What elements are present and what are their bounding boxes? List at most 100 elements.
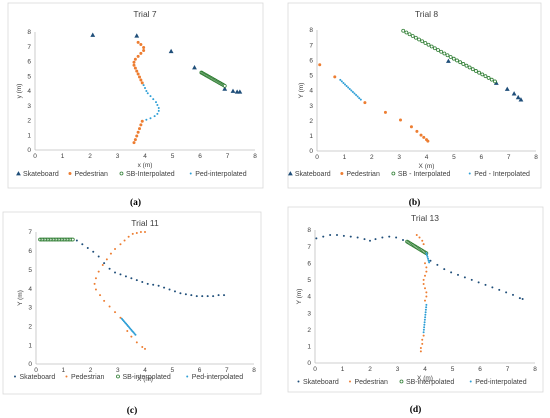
data-point: [173, 290, 176, 293]
series-skateboard: [315, 233, 524, 300]
series-pedestrian: [415, 233, 428, 353]
data-point: [415, 129, 419, 133]
data-point: [351, 91, 354, 94]
data-point: [93, 282, 96, 285]
y-tick-label: 5: [309, 73, 313, 80]
data-point: [422, 334, 425, 337]
data-point: [342, 234, 345, 237]
data-point: [132, 141, 136, 145]
y-tick-label: 2: [309, 118, 313, 125]
data-point: [515, 94, 521, 100]
legend-marker: [119, 171, 124, 176]
data-point: [190, 294, 193, 297]
chart-panel-3: Trial 11 0 1 2 3 4 5 6 7 8 0 1 2 3 4 5 6 7 X (m) Y (m) Skate…: [2, 211, 262, 416]
data-point: [97, 270, 100, 273]
legend-marker: [65, 375, 68, 378]
legend-label: SB-Interpolated: [126, 171, 175, 178]
data-point: [336, 233, 338, 236]
x-tick-label: 6: [479, 154, 483, 161]
data-point: [424, 311, 427, 314]
data-point: [124, 275, 127, 278]
legend-label: Ped-interpolated: [475, 379, 526, 386]
x-tick-label: 7: [226, 153, 230, 160]
data-point: [457, 273, 459, 276]
data-point: [355, 94, 358, 97]
data-point: [86, 247, 89, 250]
data-point: [212, 295, 215, 298]
data-point: [474, 69, 478, 73]
data-point: [140, 119, 144, 123]
data-point: [141, 280, 144, 283]
x-tick-label: 0: [315, 154, 319, 161]
data-point: [142, 48, 146, 52]
legend-label: Pedestrian: [354, 379, 388, 386]
data-point: [407, 32, 412, 37]
x-tick-label: 7: [225, 367, 229, 374]
legend-label: Skateboard: [295, 171, 331, 178]
data-point: [423, 321, 426, 324]
data-point: [168, 288, 171, 291]
data-point: [146, 92, 149, 95]
data-point: [141, 346, 144, 349]
data-point: [439, 49, 444, 54]
data-point: [369, 239, 371, 242]
data-point: [395, 236, 398, 239]
data-point: [217, 294, 220, 297]
data-point: [429, 44, 434, 49]
legend-label: Pedestrian: [74, 171, 108, 178]
y-tick-label: 5: [307, 277, 311, 284]
series-skateboard: [75, 239, 226, 298]
x-tick-label: 4: [143, 153, 147, 160]
data-point: [201, 295, 204, 298]
data-point: [132, 60, 136, 64]
x-axis-label: x (m): [138, 162, 153, 169]
data-point: [518, 97, 524, 102]
chart-frame: [7, 2, 264, 189]
data-point: [427, 259, 430, 262]
series-ped_interp: [120, 317, 137, 336]
data-point: [388, 235, 391, 238]
data-point: [518, 297, 521, 300]
data-point: [421, 338, 424, 341]
chart-title: Trial 11: [131, 218, 159, 228]
x-tick-label: 8: [253, 153, 257, 160]
chart-panel-2: Trial 8 0 1 2 3 4 5 6 7 8 0 1 2 3 4 5 6 7 8 X (m) Y (m) Skate…: [287, 2, 542, 208]
x-tick-label: 5: [451, 366, 455, 373]
data-point: [448, 55, 453, 59]
y-tick-label: 8: [27, 29, 31, 36]
data-point: [410, 34, 415, 38]
y-tick-label: 5: [27, 73, 31, 80]
chart-frame: [287, 206, 544, 393]
data-point: [349, 235, 352, 238]
panel-caption: (a): [130, 197, 141, 208]
data-point: [109, 252, 112, 255]
x-tick-label: 5: [171, 153, 175, 160]
x-tick-label: 8: [533, 366, 537, 373]
data-point: [135, 69, 139, 73]
data-point: [374, 238, 377, 241]
data-point: [223, 294, 226, 297]
y-tick-label: 0: [309, 148, 313, 155]
data-point: [424, 274, 426, 277]
data-point: [423, 41, 428, 45]
data-point: [421, 342, 424, 345]
data-point: [195, 295, 198, 298]
data-point: [417, 37, 421, 42]
data-point: [152, 283, 155, 286]
data-point: [132, 63, 136, 67]
y-tick-label: 4: [309, 88, 313, 95]
data-point: [425, 303, 428, 306]
data-point: [359, 98, 362, 101]
data-point: [422, 331, 425, 334]
y-tick-label: 6: [307, 260, 311, 267]
x-tick-label: 3: [116, 153, 120, 160]
data-point: [470, 278, 473, 281]
data-point: [353, 92, 356, 95]
data-point: [426, 139, 430, 143]
y-tick-label: 1: [27, 132, 31, 139]
data-point: [144, 231, 146, 233]
data-point: [101, 264, 104, 266]
data-point: [344, 83, 347, 86]
legend-label: Pedestrian: [346, 171, 380, 178]
